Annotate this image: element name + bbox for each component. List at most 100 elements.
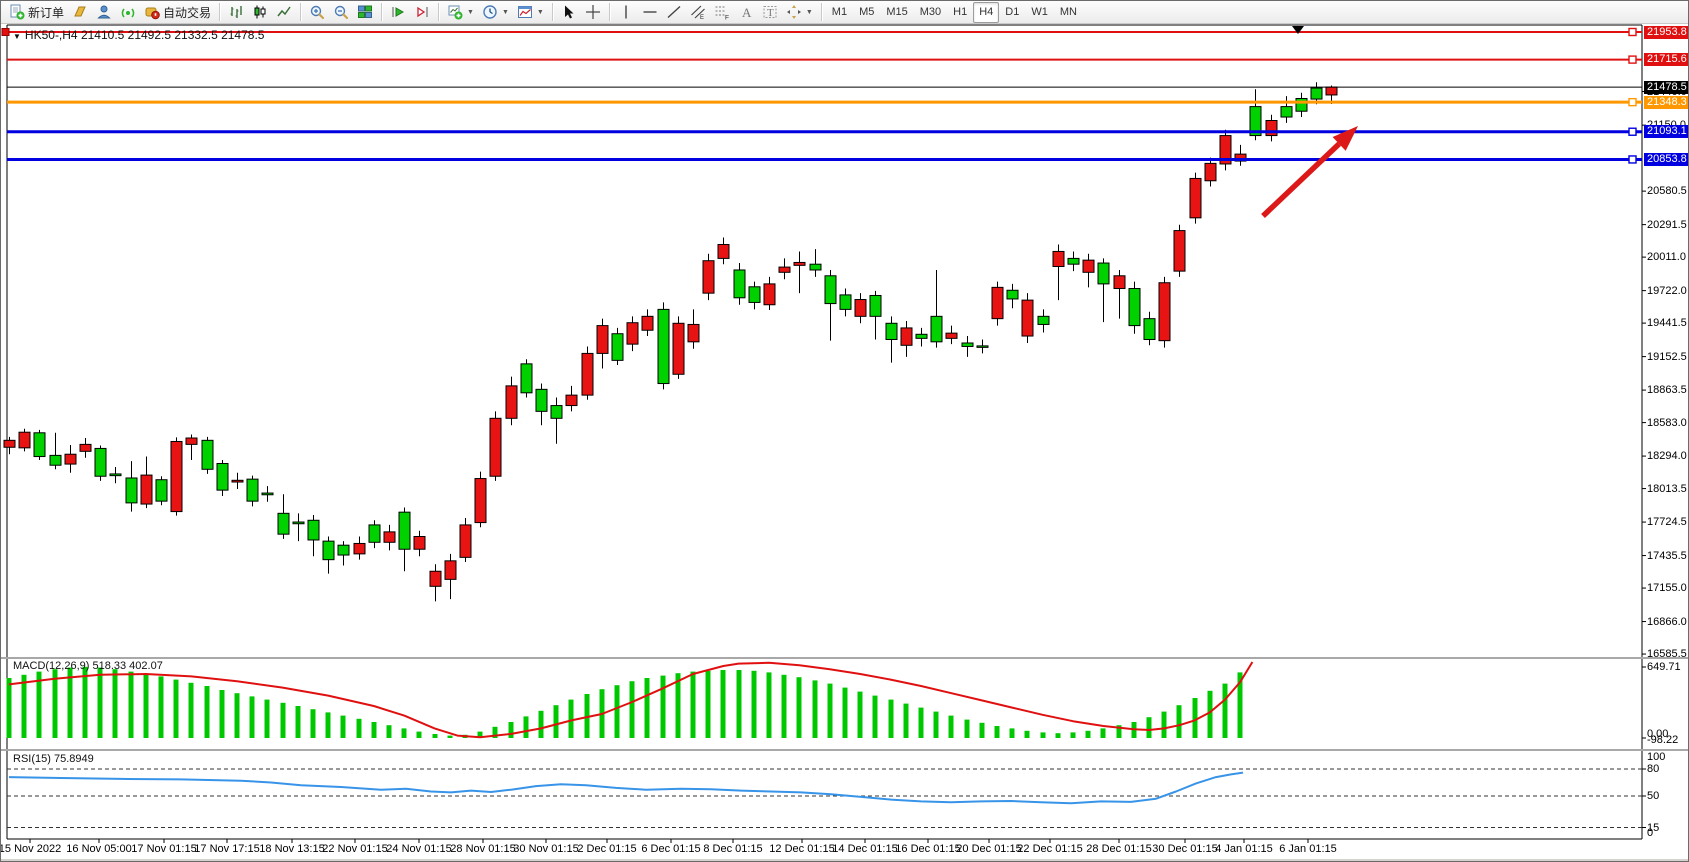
macd-histogram-bar bbox=[994, 726, 1000, 738]
symbol-dropdown-icon[interactable]: ▼ bbox=[13, 32, 21, 41]
timeframe-d1-button[interactable]: D1 bbox=[1005, 5, 1020, 18]
window-bottom-strip bbox=[1, 859, 1688, 861]
zoom-out-button[interactable] bbox=[329, 1, 353, 24]
pane-separator[interactable] bbox=[1, 657, 1689, 659]
cursor-button[interactable] bbox=[557, 1, 581, 24]
arrows-button[interactable]: ▼ bbox=[782, 1, 817, 24]
auto-trading-button[interactable]: 自动交易 bbox=[140, 1, 215, 24]
time-axis-label: 30 Nov 01:15 bbox=[513, 843, 579, 855]
zoom-in-icon bbox=[310, 5, 325, 20]
time-axis-label: 17 Nov 01:15 bbox=[131, 843, 197, 855]
text-label-button[interactable]: T bbox=[758, 1, 782, 24]
candle-body bbox=[839, 294, 852, 310]
macd-histogram-bar bbox=[21, 674, 27, 738]
time-axis-label: 14 Dec 01:15 bbox=[832, 843, 898, 855]
candle-body bbox=[1249, 106, 1262, 137]
time-axis[interactable] bbox=[1, 840, 1688, 859]
timeframe-h1-button[interactable]: H1 bbox=[953, 5, 968, 18]
candle-body bbox=[535, 388, 548, 412]
line-handle[interactable] bbox=[1628, 155, 1637, 164]
line-handle[interactable] bbox=[1628, 55, 1637, 64]
tile-windows-button[interactable] bbox=[353, 1, 377, 24]
annotation-arrow-line[interactable] bbox=[1261, 141, 1342, 218]
vertical-line-button[interactable] bbox=[614, 1, 638, 24]
macd-histogram-bar bbox=[827, 683, 833, 738]
timeframe-h4-button[interactable]: H4 bbox=[973, 1, 1000, 23]
chart-bars-button[interactable] bbox=[224, 1, 248, 24]
candle-body bbox=[1143, 318, 1156, 341]
svg-text:F: F bbox=[725, 15, 729, 21]
macd-histogram-bar bbox=[295, 706, 301, 738]
zoom-in-button[interactable] bbox=[305, 1, 329, 24]
line-handle[interactable] bbox=[1, 28, 10, 36]
candle-body bbox=[915, 333, 928, 339]
svg-text:T: T bbox=[767, 7, 774, 19]
macd-histogram-bar bbox=[325, 712, 331, 738]
auto-scroll-button[interactable] bbox=[386, 1, 410, 24]
macd-histogram-bar bbox=[1222, 683, 1228, 738]
line-handle[interactable] bbox=[1628, 27, 1637, 37]
timeframe-m1-button[interactable]: M1 bbox=[831, 5, 848, 18]
line-handle[interactable] bbox=[1628, 97, 1637, 107]
horizontal-line-button[interactable] bbox=[638, 1, 662, 24]
text-button[interactable]: A bbox=[734, 1, 758, 24]
macd-histogram-bar bbox=[1192, 698, 1198, 738]
macd-histogram-bar bbox=[36, 671, 42, 738]
fibonacci-button[interactable]: F bbox=[710, 1, 734, 24]
annotation-arrow-head[interactable] bbox=[1332, 126, 1358, 151]
timeframe-m15-button[interactable]: M15 bbox=[886, 5, 908, 18]
timeframe-m5-button[interactable]: M5 bbox=[859, 5, 875, 18]
templates-button[interactable]: ▼ bbox=[513, 1, 548, 24]
candle-body bbox=[581, 352, 594, 396]
time-axis-label: 8 Dec 01:15 bbox=[703, 843, 763, 855]
crosshair-button[interactable] bbox=[581, 1, 605, 24]
new-chart-button[interactable]: ▼ bbox=[443, 1, 478, 24]
macd-histogram-bar bbox=[842, 687, 848, 738]
profiles-button[interactable]: ▼ bbox=[478, 1, 513, 24]
toolbar-separator bbox=[551, 3, 553, 21]
macd-histogram-bar bbox=[918, 707, 924, 738]
trendline-button[interactable] bbox=[662, 1, 686, 24]
time-axis-label: 28 Dec 01:15 bbox=[1086, 843, 1152, 855]
macd-histogram-bar bbox=[143, 674, 149, 738]
time-axis-label: 17 Nov 17:15 bbox=[194, 843, 260, 855]
macd-histogram-bar bbox=[1161, 711, 1167, 738]
tile-windows-icon bbox=[358, 5, 373, 18]
candle-body bbox=[1280, 106, 1293, 118]
price-axis-tick: 18294.0 bbox=[1647, 450, 1687, 463]
trendline-icon bbox=[667, 5, 681, 19]
time-axis-label: 16 Nov 05:00 bbox=[66, 843, 132, 855]
market-watch-button[interactable] bbox=[68, 1, 92, 24]
line-handle[interactable] bbox=[1628, 127, 1637, 136]
price-axis-tick: 17724.5 bbox=[1647, 516, 1687, 529]
new-order-icon bbox=[10, 4, 25, 20]
new-order-button[interactable]: 新订单 bbox=[5, 1, 68, 24]
chart-line-button[interactable] bbox=[272, 1, 296, 24]
chart-bars-icon bbox=[230, 6, 242, 18]
toolbar-separator bbox=[608, 3, 610, 21]
timeframe-mn-button[interactable]: MN bbox=[1059, 5, 1077, 18]
macd-histogram-bar bbox=[888, 699, 894, 738]
timeframe-m30-button[interactable]: M30 bbox=[919, 5, 942, 18]
navigator-button[interactable] bbox=[92, 1, 116, 24]
candle-body bbox=[626, 322, 639, 345]
candle-body bbox=[854, 299, 867, 317]
price-line-label: 20853.8 bbox=[1644, 152, 1688, 166]
pane-separator[interactable] bbox=[1, 749, 1689, 751]
timeframe-w1-button[interactable]: W1 bbox=[1031, 5, 1048, 18]
macd-histogram-bar bbox=[690, 671, 696, 738]
candle-body bbox=[1113, 275, 1126, 290]
rsi-indicator-label: RSI(15) 75.8949 bbox=[13, 753, 94, 765]
auto-scroll-icon bbox=[392, 7, 405, 17]
macd-histogram-bar bbox=[568, 699, 574, 738]
chart-shift-button[interactable] bbox=[410, 1, 434, 24]
candle-body bbox=[94, 447, 107, 477]
chart-shift-marker[interactable] bbox=[1292, 26, 1304, 34]
candle-body bbox=[733, 269, 746, 299]
chart-candles-button[interactable] bbox=[248, 1, 272, 24]
macd-histogram-bar bbox=[52, 669, 58, 738]
signals-button[interactable] bbox=[116, 1, 140, 24]
equidistant-channel-button[interactable]: E bbox=[686, 1, 710, 24]
